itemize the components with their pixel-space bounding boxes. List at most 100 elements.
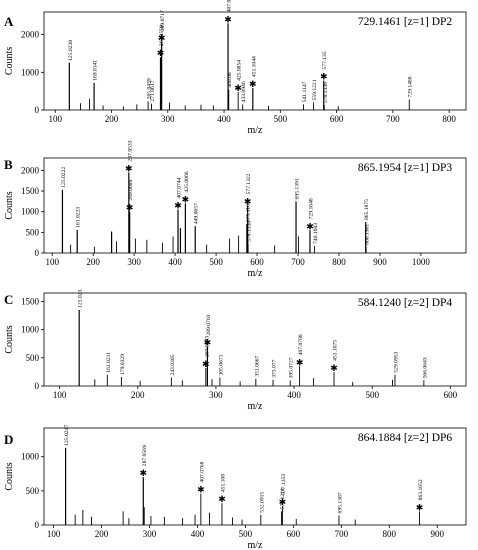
y-tick-label-d-0: 0 — [35, 520, 40, 530]
peak-label-a-0: 125.0238 — [68, 40, 74, 61]
peak-label-b-2: 161.0223 — [76, 207, 82, 228]
peak-star-b-12: ✱ — [174, 201, 182, 211]
peak-label-c-0: 125.023 — [78, 290, 84, 308]
x-tick-label-d-400: 400 — [191, 529, 205, 539]
x-tick-label-d-800: 800 — [383, 529, 397, 539]
peak-star-a-10: ✱ — [157, 48, 165, 58]
peak-label-a-3: 169.0141 — [93, 60, 99, 81]
x-tick-label-a-200: 200 — [105, 114, 119, 124]
peak-label-a-26: 729.1488 — [408, 76, 414, 97]
x-tick-label-d-900: 900 — [430, 529, 444, 539]
x-tick-label-a-600: 600 — [330, 114, 344, 124]
x-tick-label-c-300: 300 — [209, 390, 223, 400]
peak-label-a-8: 271.0617 — [150, 80, 156, 101]
plot-frame-b — [43, 157, 467, 254]
y-tick-label-b-2000: 2000 — [21, 165, 40, 175]
peak-star-b-6: ✱ — [125, 163, 133, 173]
x-tick-label-b-700: 700 — [291, 257, 305, 267]
y-tick-label-c-500: 500 — [26, 353, 40, 363]
peak-label-c-8: 289.0703 — [206, 314, 212, 335]
y-tick-label-b-0: 0 — [35, 248, 40, 258]
y-tick-label-c-1000: 1000 — [21, 325, 40, 335]
panel-letter-b: B — [4, 157, 13, 172]
y-tick-label-d-500: 500 — [26, 486, 40, 496]
x-tick-label-d-600: 600 — [287, 529, 301, 539]
peak-label-b-27: 865.1875 — [364, 199, 370, 220]
peak-label-b-26: 740.1683 — [313, 223, 319, 244]
peak-star-d-14: ✱ — [218, 494, 226, 504]
x-tick-label-a-700: 700 — [386, 114, 400, 124]
x-tick-label-b-600: 600 — [250, 257, 264, 267]
x-axis-label-c: m/z — [248, 401, 264, 412]
peak-star-a-15: ✱ — [224, 14, 232, 24]
panel-letter-c: C — [4, 292, 13, 307]
peak-label-c-2: 161.0211 — [106, 352, 112, 373]
peak-star-d-6: ✱ — [140, 468, 148, 478]
peak-label-a-16: 408.08 — [227, 72, 233, 88]
precursor-label-c: 584.1240 [z=2] DP4 — [358, 297, 453, 309]
plot-frame-d — [43, 427, 467, 526]
x-tick-label-b-900: 900 — [373, 257, 387, 267]
peak-label-b-0: 125.0222 — [61, 167, 67, 188]
x-tick-label-d-100: 100 — [47, 529, 61, 539]
y-tick-label-b-1500: 1500 — [21, 186, 40, 196]
peak-star-c-15: ✱ — [296, 357, 304, 367]
peak-label-c-15: 407.0788 — [298, 334, 304, 355]
peak-star-d-12: ✱ — [197, 485, 205, 495]
y-tick-label-a-0: 0 — [35, 105, 40, 115]
panel-c: C 584.1240 [z=2] DP4 100 200 300 400 500 600 0 50… — [4, 290, 467, 412]
x-tick-label-b-100: 100 — [45, 257, 59, 267]
peak-star-a-23: ✱ — [320, 72, 328, 82]
peak-star-a-17: ✱ — [234, 83, 242, 93]
x-tick-label-a-400: 400 — [217, 114, 231, 124]
x-tick-label-b-200: 200 — [86, 257, 100, 267]
panel-a: A 729.1461 [z=1] DP2 100 200 300 400 500 600 700… — [4, 0, 467, 136]
peak-label-a-15: 407.0777 — [227, 0, 233, 12]
peak-label-b-20: 577.1322 — [246, 173, 252, 194]
panel-letter-a: A — [4, 14, 14, 29]
x-tick-label-b-800: 800 — [332, 257, 346, 267]
x-tick-label-d-200: 200 — [95, 529, 109, 539]
y-tick-label-d-1000: 1000 — [21, 452, 40, 462]
peak-label-a-19: 451.1044 — [251, 56, 257, 77]
peak-label-a-22: 559.1221 — [312, 79, 318, 100]
peak-label-d-12: 407.0768 — [199, 461, 205, 482]
peak-star-d-23: ✱ — [416, 502, 424, 512]
peak-star-a-19: ✱ — [249, 79, 257, 89]
plot-frame-c — [43, 292, 467, 387]
peak-label-d-6: 287.0569 — [142, 445, 148, 466]
x-tick-label-b-500: 500 — [209, 257, 223, 267]
peak-label-a-18: 433.0946 — [241, 81, 247, 102]
x-tick-label-c-200: 200 — [131, 390, 145, 400]
x-axis-label-a: m/z — [248, 125, 264, 136]
peak-label-b-28: 866.1961 — [365, 224, 371, 245]
x-tick-label-c-100: 100 — [53, 390, 67, 400]
peak-label-a-9: 289.0717 — [160, 10, 166, 31]
peak-label-a-10: 287.0559 — [159, 25, 165, 46]
peak-label-b-25: 729.1648 — [308, 198, 314, 219]
peak-label-a-21: 541.1147 — [302, 81, 308, 102]
peak-label-b-14: 425.0866 — [184, 171, 190, 192]
x-tick-label-d-500: 500 — [239, 529, 253, 539]
peak-label-c-5: 243.0305 — [170, 354, 176, 375]
panel-d: D 864.1884 [z=2] DP6 100 200 300 400 500 600 700… — [4, 425, 467, 550]
peak-label-d-19: 577.1353 — [281, 474, 287, 495]
peak-label-c-17: 451.1075 — [333, 340, 339, 361]
y-axis-label-a: Counts — [4, 47, 15, 75]
peak-label-b-12: 407.0744 — [177, 177, 183, 198]
peak-label-a-24: 578.1336 — [323, 82, 329, 103]
peak-label-c-3: 179.0329 — [120, 354, 126, 375]
peak-label-b-7: 289.0688 — [128, 180, 134, 201]
x-tick-label-d-300: 300 — [143, 529, 157, 539]
x-tick-label-a-100: 100 — [49, 114, 63, 124]
peak-label-c-12: 351.0667 — [254, 355, 260, 376]
x-tick-label-c-400: 400 — [287, 390, 301, 400]
y-tick-label-b-500: 500 — [26, 227, 40, 237]
x-tick-label-b-1000: 1000 — [412, 257, 431, 267]
x-tick-label-c-600: 600 — [444, 390, 458, 400]
peak-label-b-15: 449.0657 — [194, 203, 200, 224]
peak-label-d-17: 532.0915 — [259, 492, 265, 513]
y-tick-label-b-1000: 1000 — [21, 207, 40, 217]
peak-label-c-21: 566.0643 — [422, 357, 428, 378]
